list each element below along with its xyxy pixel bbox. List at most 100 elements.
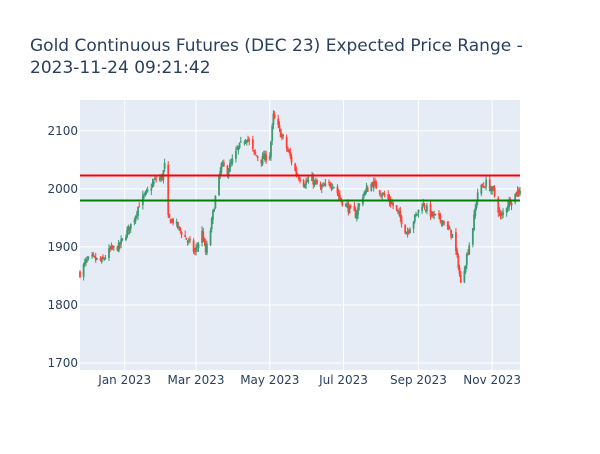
candle-down — [481, 186, 484, 188]
candle-down — [161, 174, 164, 180]
candle-up — [220, 163, 223, 173]
candle-down — [172, 218, 174, 224]
candle-up — [305, 181, 307, 186]
candle-up — [502, 212, 504, 215]
candle-up — [451, 233, 454, 238]
candle-down — [312, 177, 315, 185]
candle-down — [251, 139, 254, 149]
candle-down — [290, 156, 293, 163]
candle-up — [150, 188, 153, 191]
candle-down — [278, 125, 281, 129]
x-tick-label: May 2023 — [240, 373, 299, 387]
candle-up — [87, 256, 90, 259]
candle-up — [519, 190, 521, 195]
candle-down — [168, 213, 171, 218]
candle-down — [186, 241, 189, 243]
candle-up — [121, 238, 124, 241]
candle-up — [85, 258, 87, 263]
candle-up — [505, 208, 508, 213]
candle-up — [475, 202, 478, 208]
candle-down — [397, 209, 399, 212]
candle-up — [214, 195, 217, 209]
x-tick-label: Jul 2023 — [318, 373, 368, 387]
candle-up — [143, 194, 145, 196]
candle-up — [441, 220, 444, 225]
candle-down — [256, 156, 259, 159]
candle-up — [201, 230, 203, 243]
candle-up — [508, 199, 511, 208]
candle-down — [273, 114, 276, 118]
candle-up — [426, 205, 428, 212]
candle-up — [372, 181, 375, 189]
candle-up — [158, 177, 161, 181]
candle-down — [442, 220, 445, 226]
candle-up — [358, 203, 361, 207]
candle-up — [346, 204, 349, 206]
candle-down — [399, 211, 402, 218]
candle-up — [433, 213, 436, 216]
candle-down — [392, 203, 394, 206]
candle-down — [297, 177, 300, 180]
candle-down — [375, 181, 378, 189]
candle-down — [429, 203, 432, 217]
candle-down — [387, 194, 390, 200]
y-tick-label: 1800 — [47, 298, 78, 312]
candle-down — [497, 197, 500, 213]
candle-up — [331, 186, 334, 188]
candle-down — [354, 210, 357, 219]
candle-up — [151, 182, 154, 188]
candle-up — [473, 214, 475, 230]
candle-down — [94, 257, 97, 261]
candle-up — [125, 237, 127, 240]
candle-down — [323, 184, 326, 187]
candle-down — [288, 150, 291, 153]
candle-up — [268, 156, 271, 160]
candle-down — [189, 239, 191, 241]
candle-up — [324, 183, 327, 186]
candle-up — [236, 148, 239, 150]
candle-up — [239, 141, 242, 143]
candle-up — [311, 176, 313, 182]
candle-up — [398, 212, 401, 214]
candle-down — [279, 129, 282, 138]
y-tick-label: 1700 — [47, 356, 78, 370]
candle-up — [485, 179, 488, 187]
candle-down — [450, 229, 452, 237]
candle-down — [287, 148, 289, 151]
candle-down — [383, 193, 386, 196]
reference-lines — [80, 174, 520, 202]
candle-down — [316, 180, 318, 185]
x-tick-label: Jan 2023 — [97, 373, 151, 387]
candle-up — [490, 189, 492, 192]
candle-up — [243, 142, 246, 144]
candle-up — [163, 162, 166, 169]
candle-down — [389, 200, 392, 205]
candle-up — [272, 113, 275, 125]
candle-up — [365, 187, 368, 192]
candle-up — [516, 190, 519, 197]
candle-down — [295, 170, 298, 175]
candle-up — [422, 203, 425, 207]
candle-up — [363, 193, 365, 196]
candle-down — [482, 186, 485, 188]
candle-down — [265, 154, 268, 161]
candle-up — [465, 254, 468, 266]
candle-up — [135, 214, 138, 216]
candle-up — [480, 184, 483, 194]
candle-down — [138, 206, 141, 208]
candle-up — [464, 265, 467, 272]
candle-up — [415, 213, 417, 216]
candle-up — [231, 158, 234, 164]
candle-up — [110, 245, 113, 250]
candle-up — [417, 209, 420, 214]
candle-up — [382, 193, 385, 195]
candle-up — [314, 181, 317, 183]
candle-down — [353, 205, 356, 212]
candle-up — [230, 162, 232, 165]
candle-up — [103, 258, 106, 260]
candle-up — [197, 243, 200, 248]
candle-down — [155, 179, 158, 181]
candle-up — [175, 221, 178, 224]
candle-down — [440, 220, 443, 225]
candle-up — [210, 218, 213, 230]
